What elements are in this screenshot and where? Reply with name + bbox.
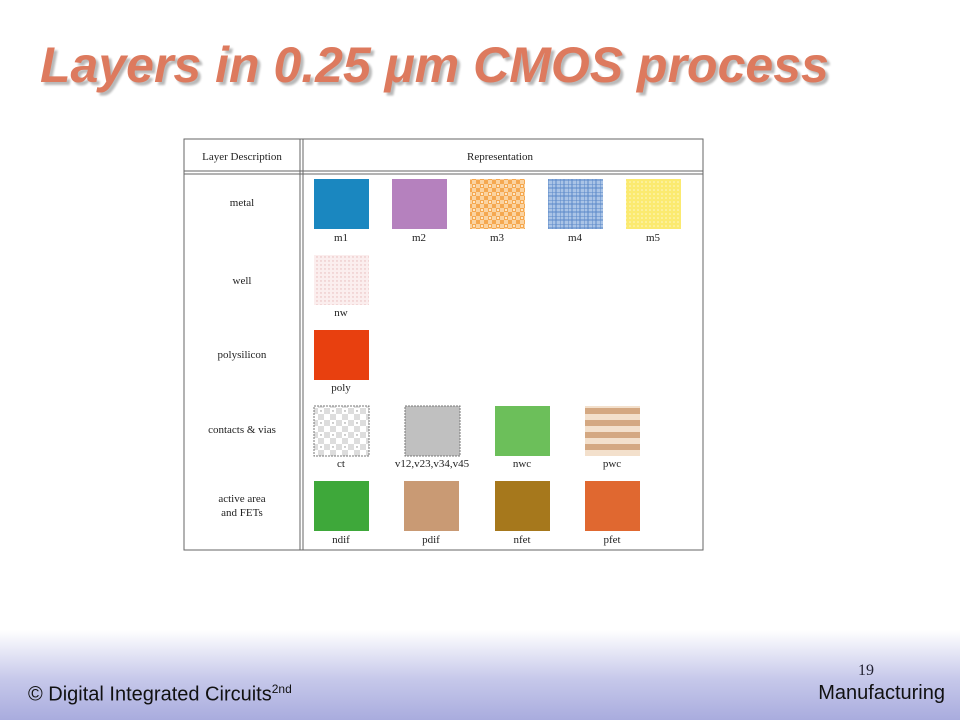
footer: © Digital Integrated Circuits2nd Manufac… bbox=[0, 630, 960, 720]
swatch-label: m1 bbox=[334, 232, 348, 244]
swatch-label: m4 bbox=[568, 232, 583, 244]
swatch bbox=[626, 179, 681, 229]
header: Representation bbox=[467, 151, 533, 163]
swatch bbox=[585, 481, 640, 531]
swatch-label: m3 bbox=[490, 232, 505, 244]
swatch-label: m5 bbox=[646, 232, 661, 244]
swatch bbox=[314, 330, 369, 380]
swatch-label: nfet bbox=[513, 534, 530, 546]
swatch-label: ct bbox=[337, 458, 345, 470]
page-number: 19 bbox=[858, 662, 874, 679]
swatch bbox=[495, 406, 550, 456]
swatch bbox=[548, 179, 603, 229]
swatch bbox=[392, 179, 447, 229]
swatch bbox=[314, 255, 369, 305]
swatch-label: pdif bbox=[422, 534, 440, 546]
swatch-label: pwc bbox=[603, 458, 621, 470]
row-label: metal bbox=[230, 197, 254, 209]
swatch bbox=[585, 406, 640, 456]
row-label: well bbox=[233, 275, 252, 287]
footer-sup: 2nd bbox=[271, 682, 292, 696]
footer-right: Manufacturing bbox=[818, 682, 945, 704]
swatch bbox=[404, 481, 459, 531]
swatch-label: poly bbox=[331, 382, 351, 394]
swatch-label: m2 bbox=[412, 232, 426, 244]
row-label: and FETs bbox=[221, 507, 263, 519]
swatch-label: v12,v23,v34,v45 bbox=[395, 458, 470, 470]
row-label: active area bbox=[218, 493, 265, 505]
footer-left: © Digital Integrated Circuits2nd bbox=[28, 682, 292, 707]
footer-text: © Digital Integrated Circuits bbox=[28, 683, 272, 706]
swatch-label: nw bbox=[334, 307, 348, 319]
slide-title: Layers in 0.25 μm CMOS process bbox=[40, 37, 829, 93]
row-label: polysilicon bbox=[218, 349, 267, 361]
swatch-label: ndif bbox=[332, 534, 350, 546]
swatch bbox=[314, 179, 369, 229]
swatch bbox=[404, 405, 461, 457]
swatch bbox=[470, 179, 525, 229]
swatch bbox=[313, 405, 370, 457]
row-label: contacts & vias bbox=[208, 424, 276, 436]
table-frame bbox=[183, 138, 704, 551]
header: Layer Description bbox=[202, 151, 282, 163]
swatch bbox=[314, 481, 369, 531]
swatch bbox=[495, 481, 550, 531]
swatch-label: pfet bbox=[603, 534, 620, 546]
swatch-label: nwc bbox=[513, 458, 531, 470]
